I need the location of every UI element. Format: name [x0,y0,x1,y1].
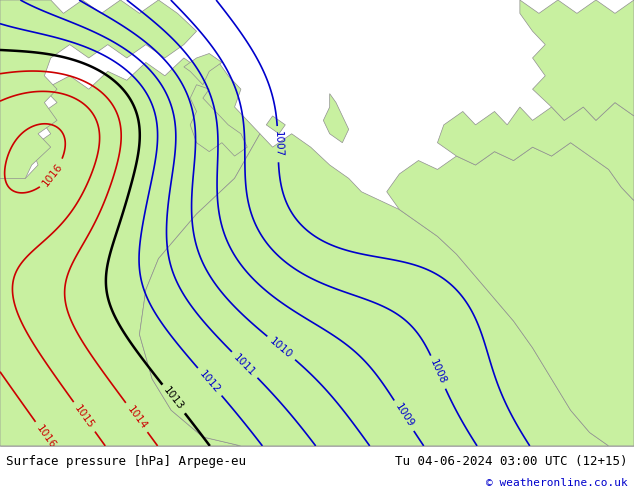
Text: 1016: 1016 [41,161,65,188]
Polygon shape [437,102,634,201]
Text: 1014: 1014 [125,404,148,431]
Polygon shape [0,0,197,178]
Text: Surface pressure [hPa] Arpege-eu: Surface pressure [hPa] Arpege-eu [6,455,247,468]
Polygon shape [387,143,634,446]
Polygon shape [0,58,260,446]
Text: 1011: 1011 [232,352,257,378]
Text: 1010: 1010 [268,336,295,360]
Text: 1016: 1016 [34,423,58,450]
Text: Tu 04-06-2024 03:00 UTC (12+15): Tu 04-06-2024 03:00 UTC (12+15) [395,455,628,468]
Polygon shape [184,53,222,85]
Polygon shape [266,116,285,134]
Text: 1009: 1009 [392,402,415,429]
Polygon shape [190,85,247,156]
Text: 1013: 1013 [162,386,186,413]
Polygon shape [323,94,349,143]
Text: 1007: 1007 [273,131,283,157]
Text: 1012: 1012 [197,368,222,395]
Polygon shape [520,0,634,121]
Text: © weatheronline.co.uk: © weatheronline.co.uk [486,478,628,489]
Text: 1008: 1008 [429,358,448,386]
Polygon shape [139,134,609,446]
Text: 1015: 1015 [72,403,96,431]
